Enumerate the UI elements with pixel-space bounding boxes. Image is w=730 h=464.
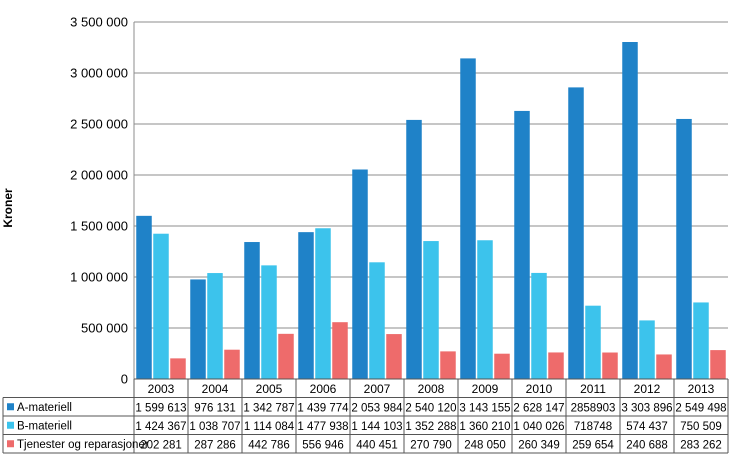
- x-tick-label: 2011: [580, 382, 606, 396]
- data-label: 2 628 147: [513, 402, 564, 414]
- x-tick-label: 2012: [634, 382, 661, 396]
- y-tick-label: 1 000 000: [70, 270, 128, 285]
- x-tick-label: 2013: [688, 382, 715, 396]
- x-tick-label: 2005: [256, 382, 283, 396]
- bar-b-materiell-2012: [639, 320, 655, 379]
- bar-tjenester-og-reparasjoner-2003: [170, 358, 186, 379]
- data-label: 1 360 210: [459, 421, 510, 433]
- bar-a-materiell-2008: [406, 119, 422, 379]
- y-axis-label: Kroner: [1, 188, 15, 228]
- bar-b-materiell-2009: [477, 240, 493, 379]
- bar-b-materiell-2011: [585, 305, 601, 379]
- data-label: 976 131: [194, 402, 236, 414]
- x-tick-label: 2007: [364, 382, 391, 396]
- bar-a-materiell-2013: [676, 118, 692, 379]
- bar-tjenester-og-reparasjoner-2011: [602, 352, 618, 379]
- data-label: 3 303 896: [621, 402, 672, 414]
- legend-swatch: [7, 403, 14, 411]
- bar-b-materiell-2005: [261, 265, 277, 379]
- bar-a-materiell-2007: [352, 169, 368, 379]
- data-label: 1 114 084: [244, 421, 295, 433]
- bar-a-materiell-2011: [568, 87, 584, 379]
- y-tick-label: 2 500 000: [70, 117, 128, 132]
- bar-b-materiell-2008: [423, 241, 439, 379]
- y-axis-ticks: 0 500 000 1 000 000 1 500 000 2 000 000 2 500…: [70, 15, 128, 387]
- bar-a-materiell-2009: [460, 58, 476, 379]
- bar-a-materiell-2005: [244, 242, 260, 379]
- bar-b-materiell-2006: [315, 228, 331, 379]
- y-tick-label: 500 000: [81, 321, 128, 336]
- data-label: 259 654: [572, 439, 614, 451]
- bar-a-materiell-2006: [298, 232, 314, 379]
- bar-tjenester-og-reparasjoner-2009: [494, 353, 510, 379]
- data-label: 442 786: [248, 439, 290, 451]
- bar-b-materiell-2003: [153, 233, 169, 379]
- data-label: 248 050: [464, 439, 506, 451]
- data-label: 1 599 613: [135, 402, 186, 414]
- data-label: 287 286: [194, 439, 236, 451]
- bar-a-materiell-2003: [136, 215, 152, 379]
- x-tick-label: 2006: [310, 382, 337, 396]
- data-label: 1 352 288: [405, 421, 456, 433]
- data-label: 202 281: [140, 439, 182, 451]
- legend-swatch: [7, 421, 14, 429]
- data-label: 1 424 367: [135, 421, 186, 433]
- legend-label: B-materiell: [17, 420, 72, 432]
- data-label: 1 040 026: [513, 421, 564, 433]
- bar-b-materiell-2007: [369, 262, 385, 379]
- y-tick-label: 3 500 000: [70, 15, 128, 30]
- data-label: 556 946: [302, 439, 344, 451]
- bar-a-materiell-2010: [514, 110, 530, 379]
- data-label: 2 540 120: [405, 402, 456, 414]
- data-label: 3 143 155: [459, 402, 510, 414]
- bar-a-materiell-2012: [622, 42, 638, 379]
- bar-tjenester-og-reparasjoner-2008: [440, 351, 456, 379]
- legend-label: Tjenester og reparasjoner: [17, 439, 149, 451]
- data-label: 2858903: [571, 402, 616, 414]
- data-label: 1 477 938: [297, 421, 348, 433]
- legend-swatch: [7, 440, 14, 448]
- data-label: 1 342 787: [243, 402, 294, 414]
- bar-tjenester-og-reparasjoner-2010: [548, 352, 564, 379]
- data-label: 1 144 103: [351, 421, 402, 433]
- data-label: 718748: [574, 421, 612, 433]
- data-label: 240 688: [626, 439, 668, 451]
- bar-b-materiell-2010: [531, 272, 547, 379]
- data-label: 2 053 984: [351, 402, 403, 414]
- bar-tjenester-og-reparasjoner-2012: [656, 354, 672, 379]
- y-tick-label: 1 500 000: [70, 219, 128, 234]
- bar-b-materiell-2004: [207, 273, 223, 379]
- y-tick-label: 2 000 000: [70, 168, 128, 183]
- data-label: 270 790: [410, 439, 452, 451]
- x-tick-label: 2003: [148, 382, 175, 396]
- y-tick-label: 0: [121, 372, 128, 387]
- bar-tjenester-og-reparasjoner-2004: [224, 349, 240, 379]
- x-tick-label: 2009: [472, 382, 499, 396]
- data-label: 2 549 498: [675, 402, 726, 414]
- data-label: 260 349: [518, 439, 560, 451]
- x-tick-label: 2008: [418, 382, 445, 396]
- data-label: 1 439 774: [297, 402, 349, 414]
- data-label: 283 262: [680, 439, 722, 451]
- bar-a-materiell-2004: [190, 279, 206, 379]
- data-label: 1 038 707: [189, 421, 240, 433]
- data-table: 2003 2004 2005 2006 2007 2008 2009 2010 2011 2012…: [2, 378, 729, 454]
- bar-tjenester-og-reparasjoner-2006: [332, 322, 348, 379]
- bar-b-materiell-2013: [693, 302, 709, 379]
- data-label: 440 451: [356, 439, 398, 451]
- gridlines: [133, 21, 728, 380]
- bars: [136, 42, 726, 379]
- y-tick-label: 3 000 000: [70, 66, 128, 81]
- legend-label: A-materiell: [17, 402, 72, 414]
- bar-tjenester-og-reparasjoner-2013: [710, 350, 726, 379]
- x-tick-label: 2010: [526, 382, 553, 396]
- data-label: 750 509: [680, 421, 722, 433]
- data-label: 574 437: [626, 421, 668, 433]
- bar-tjenester-og-reparasjoner-2007: [386, 334, 402, 379]
- x-tick-label: 2004: [202, 382, 229, 396]
- bar-tjenester-og-reparasjoner-2005: [278, 333, 294, 379]
